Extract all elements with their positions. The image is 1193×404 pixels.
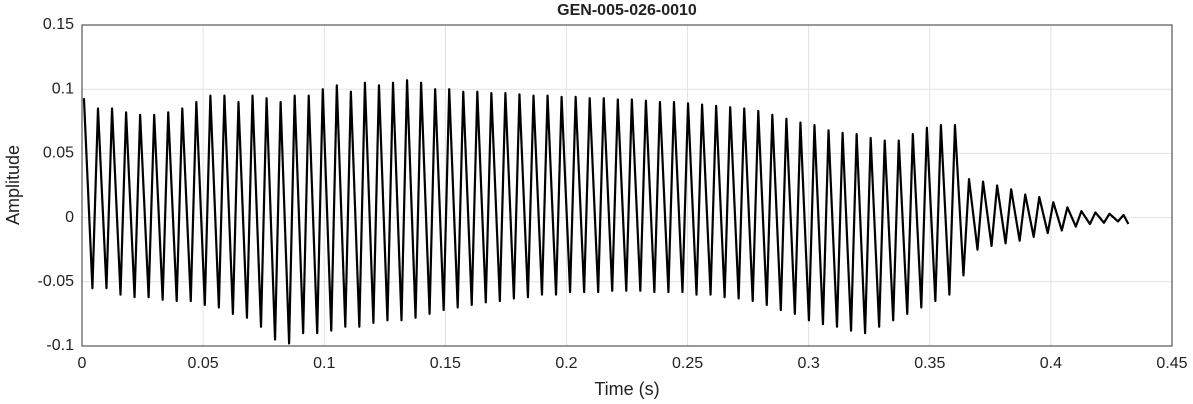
y-tick-label: 0.1: [52, 80, 74, 97]
x-tick-label: 0.4: [1040, 355, 1062, 372]
y-tick-label: -0.1: [46, 337, 74, 354]
y-tick-label: -0.05: [38, 273, 75, 290]
chart-title: GEN-005-026-0010: [557, 2, 697, 19]
y-tick-label: 0.15: [43, 16, 74, 33]
waveform-line: [82, 79, 1130, 345]
x-tick-label: 0.35: [914, 355, 945, 372]
x-tick-label: 0.15: [430, 355, 461, 372]
x-tick-label: 0.25: [672, 355, 703, 372]
y-tick-label: 0.05: [43, 145, 74, 162]
plot-frame: [81, 24, 1173, 347]
x-tick-label: 0.45: [1156, 355, 1187, 372]
x-axis-label: Time (s): [594, 379, 659, 399]
y-axis-label: Amplitude: [3, 145, 23, 225]
y-tick-label: 0: [65, 209, 74, 226]
x-tick-label: 0.3: [798, 355, 820, 372]
x-tick-label: 0.1: [313, 355, 335, 372]
x-tick-label: 0: [78, 355, 87, 372]
x-tick-label: 0.2: [555, 355, 577, 372]
x-tick-label: 0.05: [188, 355, 219, 372]
